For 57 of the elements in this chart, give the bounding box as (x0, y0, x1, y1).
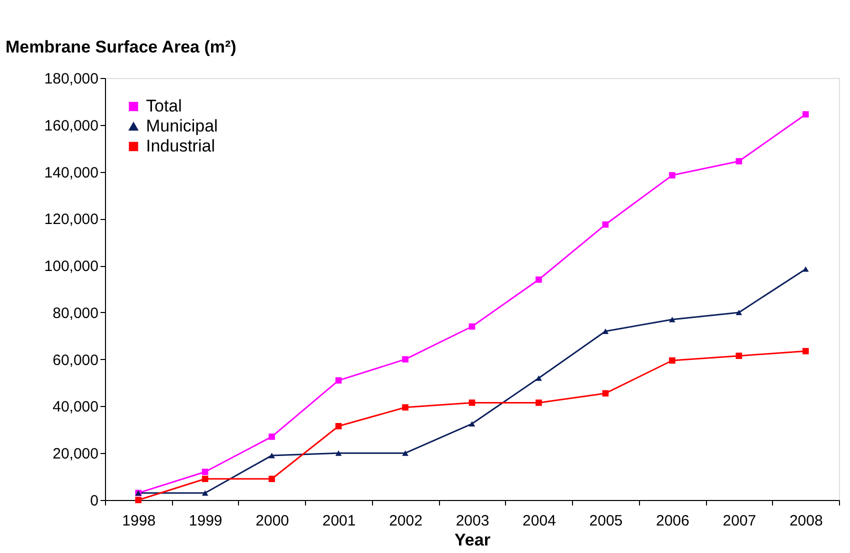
point (468, 323, 476, 330)
x-tick-label: 2002 (389, 512, 422, 530)
y-tick-label: 120,000 (44, 211, 98, 228)
x-tick-label: 2007 (722, 512, 756, 530)
x-axis-title: Year (454, 530, 491, 550)
point (402, 450, 408, 456)
point (202, 490, 208, 496)
legend-label: Industrial (146, 136, 215, 156)
x-tick-label: 2008 (789, 512, 823, 530)
point (468, 400, 476, 406)
x-tick-label: 1999 (188, 512, 222, 530)
x-tick-label: 2006 (656, 512, 690, 530)
y-tick-label: 60,000 (52, 352, 98, 369)
point (669, 172, 676, 178)
point (802, 348, 809, 354)
point (669, 316, 676, 322)
y-tick-label: 180,000 (44, 70, 98, 88)
point (402, 356, 408, 362)
point (602, 390, 609, 396)
point (268, 434, 275, 440)
point (335, 377, 342, 384)
point (268, 452, 275, 458)
y-tick-label: 0 (90, 492, 98, 510)
point (268, 476, 275, 482)
y-tick-label: 20,000 (52, 446, 98, 463)
x-tick-label: 2005 (589, 512, 623, 530)
y-tick-label: 80,000 (52, 304, 98, 322)
legend-label: Total (146, 96, 182, 116)
point (335, 450, 342, 456)
x-tick-label: 2001 (322, 512, 356, 530)
point (802, 111, 809, 118)
point (736, 352, 742, 359)
point (402, 404, 408, 411)
x-tick-label: 2004 (522, 512, 556, 530)
point (536, 400, 542, 406)
point (536, 276, 542, 283)
x-tick-label: 2003 (456, 512, 490, 530)
point (736, 310, 742, 316)
x-tick-label: 1998 (122, 512, 156, 530)
y-tick-label: 160,000 (44, 117, 98, 134)
point (669, 357, 676, 364)
y-tick-label: 100,000 (44, 258, 98, 276)
point (736, 158, 742, 164)
x-tick-label: 2000 (256, 512, 290, 530)
point (602, 328, 609, 334)
point (536, 375, 542, 381)
point (602, 221, 609, 228)
y-axis-title: Membrane Surface Area (m²) (6, 38, 236, 56)
y-tick-label: 40,000 (52, 398, 98, 416)
point (335, 422, 342, 430)
point (802, 266, 809, 272)
point (202, 468, 208, 476)
y-tick-label: 140,000 (44, 164, 98, 182)
legend-label: Municipal (146, 116, 218, 136)
point (202, 476, 208, 482)
point (468, 421, 476, 427)
point (135, 496, 142, 504)
